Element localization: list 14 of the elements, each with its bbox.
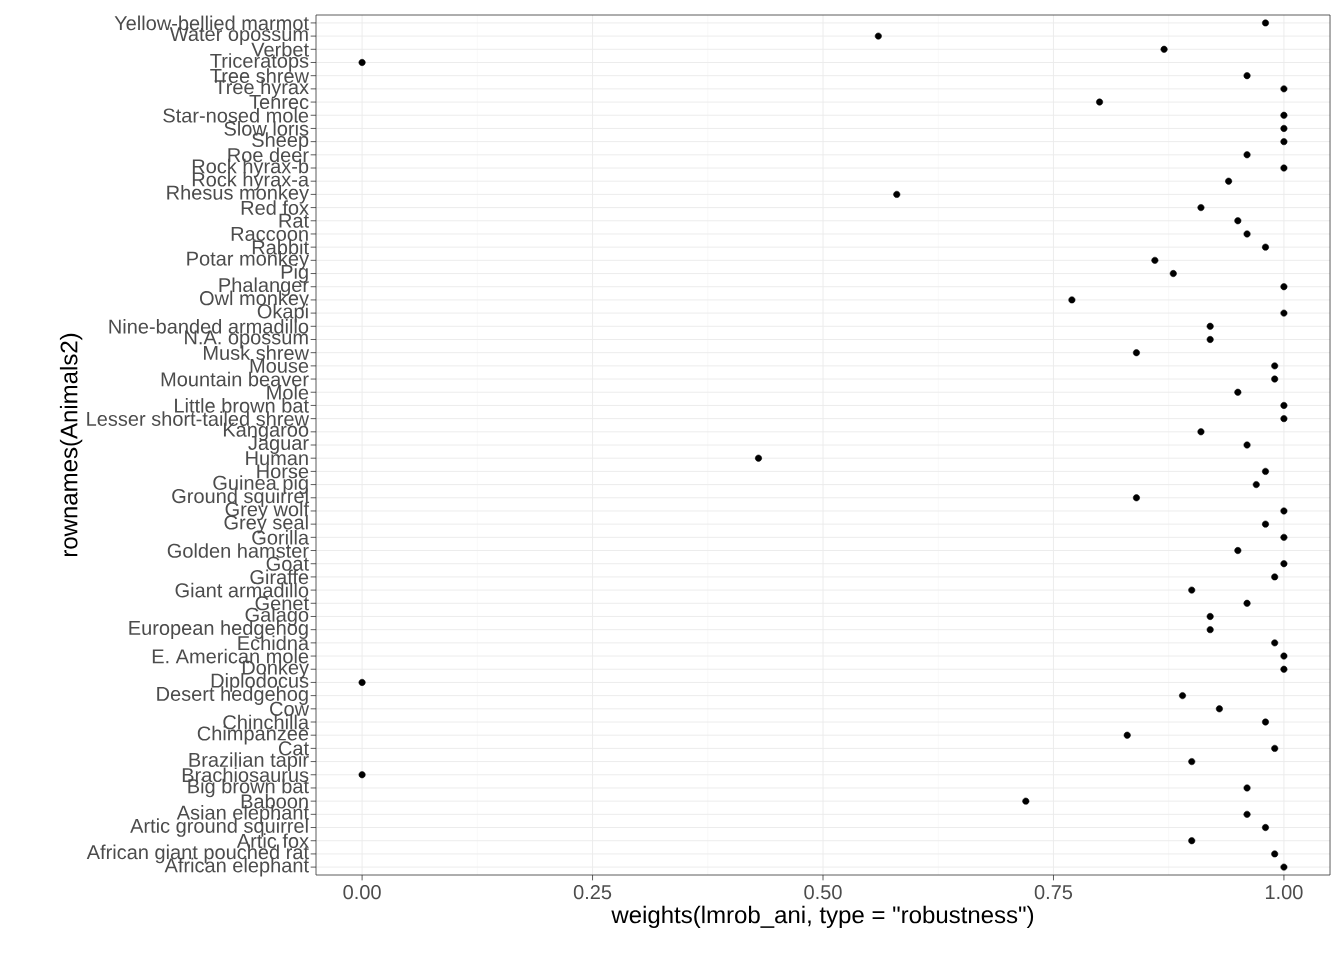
x-tick-label: 0.75	[1034, 885, 1073, 900]
x-tick-label: 1.00	[1265, 885, 1303, 900]
y-axis-title: rownames(Animals2)	[59, 333, 83, 557]
x-tick-label: 0.25	[573, 885, 612, 900]
y-tick-label: Goat	[266, 556, 309, 571]
y-tick-label: Golden hamster	[167, 543, 309, 558]
x-tick-label: 0.00	[343, 885, 381, 900]
y-tick-label: Mole	[267, 384, 309, 400]
x-tick-label: 0.50	[804, 885, 842, 900]
y-tick-label: Rat	[279, 213, 309, 228]
y-tick-label: Raccoon	[231, 226, 308, 241]
y-tick-label: Mouse	[250, 358, 309, 373]
y-tick-label: Mountain beaver	[161, 371, 309, 387]
x-axis-title: weights(lmrob_ani, type = "robustness")	[611, 905, 1034, 929]
